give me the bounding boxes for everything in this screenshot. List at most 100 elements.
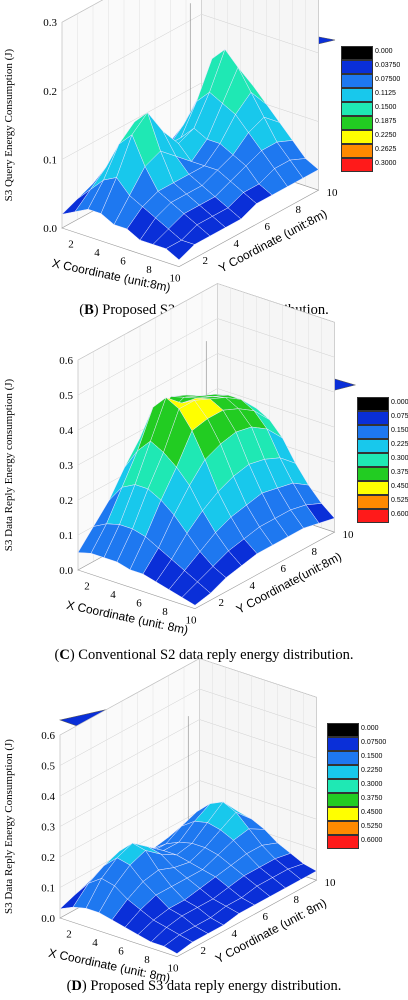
legend-label: 0.2250 (391, 441, 408, 448)
surface-cell (181, 581, 211, 606)
x-tick-label: 10 (168, 963, 180, 975)
legend-swatch (357, 495, 389, 509)
z-tick-label: 0.2 (59, 495, 73, 507)
legend-swatch (357, 481, 389, 495)
legend-swatch (327, 765, 359, 779)
y-tick-label: 4 (232, 928, 238, 940)
z-tick-label: 0.3 (41, 822, 55, 834)
legend-swatch (357, 425, 389, 439)
y-tick-label: 2 (203, 255, 209, 267)
z-tick-label: 0.1 (41, 883, 55, 895)
legend-label: 0.3000 (375, 160, 397, 167)
legend-swatch (341, 130, 373, 144)
legend-label: 0.000 (361, 725, 379, 732)
z-tick-label: 0.6 (59, 355, 73, 367)
y-tick-label: 8 (312, 546, 318, 558)
legend-swatch (357, 411, 389, 425)
x-tick-label: 4 (110, 589, 116, 601)
x-tick-label: 2 (66, 928, 72, 940)
legend-label: 0.4500 (391, 483, 408, 490)
z-tick-label: 0.5 (41, 761, 55, 773)
surface-cell (163, 934, 193, 954)
legend-swatch (327, 737, 359, 751)
x-tick-label: 10 (170, 273, 182, 285)
legend-label: 0.4500 (361, 809, 383, 816)
x-tick-label: 6 (118, 946, 124, 958)
legend-swatch (327, 835, 359, 849)
z-tick-label: 0.1 (59, 530, 73, 542)
y-tick-label: 6 (265, 221, 271, 233)
legend-swatch (341, 116, 373, 130)
x-tick-label: 8 (144, 954, 150, 966)
z-axis-title: S3 Query Energy Consumption (J) (3, 48, 15, 201)
z-tick-label: 0.3 (59, 460, 73, 472)
legend-label: 0.000 (391, 399, 408, 406)
y-tick-label: 8 (294, 894, 300, 906)
x-tick-label: 4 (94, 247, 100, 259)
chart-panel-d: 0.0 0.1 0.2 0.3 0.4 0.5 0.6 2 4 6 8 10 2 4 6 8 10 X Coord… (0, 657, 408, 1000)
z-tick-label: 0.4 (59, 425, 73, 437)
legend-label: 0.3000 (361, 781, 383, 788)
legend-swatch (327, 821, 359, 835)
legend-label: 0.1125 (375, 90, 396, 97)
y-tick-label: 4 (250, 580, 256, 592)
legend-label: 0.3750 (391, 469, 408, 476)
surface-mesh (77, 394, 335, 606)
legend-swatch (327, 793, 359, 807)
surface-mesh (59, 801, 318, 954)
y-tick-label: 4 (234, 238, 240, 250)
legend-swatch (357, 453, 389, 467)
caption-d: (D) Proposed S3 data reply energy distri… (66, 978, 342, 994)
x-axis-title: X Coordinate (unit:8m) (51, 256, 172, 295)
z-axis-title: S3 Data Reply Energy Consumption (J) (3, 739, 15, 914)
y-tick-label: 2 (219, 597, 225, 609)
legend-label: 0.2625 (375, 146, 397, 153)
x-axis-title: X Coordinate (unit: 8m) (65, 598, 189, 637)
legend-swatch (341, 158, 373, 172)
legend-label: 0.2250 (375, 132, 397, 139)
legend-swatch (357, 439, 389, 453)
legend-swatch (327, 807, 359, 821)
legend-swatch (341, 60, 373, 74)
x-tick-label: 2 (84, 580, 90, 592)
x-tick-label: 8 (146, 264, 152, 276)
legend-swatch (357, 467, 389, 481)
x-tick-label: 8 (162, 606, 168, 618)
legend-label: 0.2250 (361, 767, 383, 774)
legend-label: 0.07500 (375, 76, 401, 83)
x-tick-label: 6 (120, 256, 126, 268)
legend-swatch (341, 46, 373, 60)
y-tick-label: 6 (263, 911, 269, 923)
legend-label: 0.6000 (391, 511, 408, 518)
legend-swatch (357, 397, 389, 411)
y-tick-label: 10 (325, 877, 337, 889)
y-tick-label: 10 (327, 187, 339, 199)
surface-mesh (61, 48, 319, 261)
z-tick-label: 0.0 (41, 913, 55, 925)
x-tick-label: 6 (136, 598, 142, 610)
legend-label: 0.1500 (391, 427, 408, 434)
legend-label: 0.07500 (361, 739, 387, 746)
legend-swatch (341, 88, 373, 102)
legend-label: 0.1500 (375, 104, 397, 111)
legend-swatch (341, 144, 373, 158)
z-tick-label: 0.3 (43, 17, 57, 29)
legend-swatch (341, 74, 373, 88)
y-tick-label: 2 (201, 945, 207, 957)
z-tick-label: 0.1 (43, 154, 57, 166)
legend-swatch (327, 779, 359, 793)
legend-label: 0.5250 (361, 823, 383, 830)
z-axis-title: S3 Data Reply Energy consumption (J) (3, 378, 15, 551)
z-tick-label: 0.4 (41, 791, 55, 803)
legend-swatch (327, 751, 359, 765)
z-tick-label: 0.2 (41, 852, 55, 864)
x-tick-label: 10 (186, 615, 198, 627)
legend-swatch (341, 102, 373, 116)
legend-label: 0.1875 (375, 118, 397, 125)
surface-cell (165, 239, 195, 261)
z-tick-label: 0.0 (59, 565, 73, 577)
z-tick-label: 0.6 (41, 730, 55, 742)
legend-label: 0.3000 (391, 455, 408, 462)
